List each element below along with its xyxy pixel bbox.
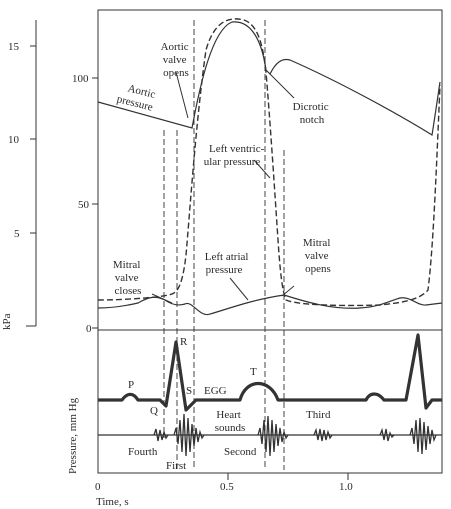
mitral-valve-opens-label: Mitral valve opens: [303, 237, 333, 275]
time-tick-0: 0: [95, 481, 101, 493]
time-tick-1.0: 1.0: [339, 481, 353, 493]
aortic-pressure-curve: [97, 21, 441, 136]
heart-sound-second-label: Second: [224, 446, 257, 458]
heart-sound-first-label: First: [166, 460, 186, 472]
ecg-trace: [98, 333, 442, 412]
heart-sound-fourth-label: Fourth: [128, 446, 158, 458]
mmhg-tick-50: 50: [78, 199, 90, 211]
plot-frame: [92, 9, 443, 480]
time-tick-0.5: 0.5: [220, 481, 234, 493]
left-ventricular-pressure-label: Left ventric- ular pressure: [204, 143, 267, 168]
left-atrial-pressure-curve: [97, 294, 443, 316]
event-lines: [163, 20, 285, 470]
kpa-axis: 15 10 5 kPa: [1, 20, 37, 330]
annotation-pointers: [151, 71, 295, 304]
mmhg-tick-0: 0: [86, 323, 92, 335]
kpa-tick-10: 10: [8, 134, 20, 146]
pressure-axis-label: Pressure, mm Hg: [67, 397, 79, 474]
left-ventricular-pressure-curve: [97, 18, 441, 307]
kpa-tick-15: 15: [8, 41, 20, 53]
aortic-valve-opens-label: Aortic valve opens: [161, 41, 192, 79]
ecg-r-label: R: [180, 336, 188, 348]
ecg-p-label: P: [128, 379, 134, 391]
ecg-s-label: S: [186, 385, 192, 397]
heart-sounds-label: Heart sounds: [215, 409, 246, 434]
time-axis-label: Time, s: [96, 496, 129, 508]
ecg-label: EGG: [204, 385, 227, 397]
mmhg-tick-100: 100: [72, 73, 89, 85]
heart-sounds-trace: [98, 413, 442, 457]
kpa-axis-label: kPa: [1, 313, 13, 330]
heart-sound-third-label: Third: [306, 409, 331, 421]
dicrotic-notch-label: Dicrotic notch: [293, 101, 332, 126]
ecg-q-label: Q: [150, 405, 158, 417]
left-atrial-pressure-label: Left atrial pressure: [205, 251, 251, 276]
kpa-tick-5: 5: [14, 228, 20, 240]
mitral-valve-closes-label: Mitral valve closes: [113, 259, 143, 297]
ecg-t-label: T: [250, 366, 257, 378]
aortic-pressure-label: Aortic pressure: [116, 81, 160, 115]
